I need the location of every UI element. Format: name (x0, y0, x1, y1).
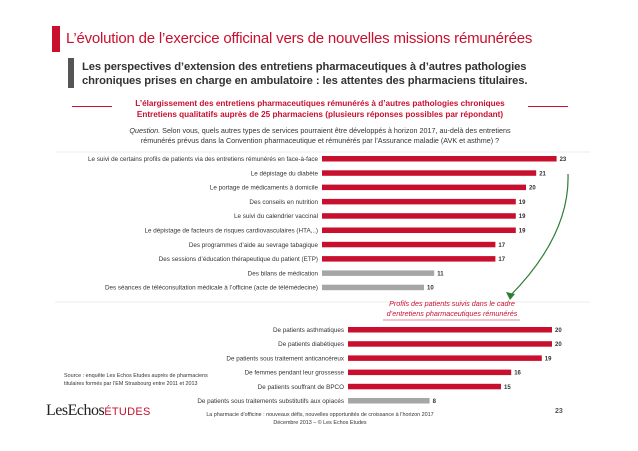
category-label-10: Des séances de téléconsultation médicale… (105, 285, 318, 292)
value-label-6: 19 (519, 229, 526, 235)
profiles-title-line-1: Profils des patients suivis dans le cadr… (389, 299, 515, 308)
value-label-3: 20 (529, 186, 536, 192)
category-label-6: Le dépistage de facteurs de risques card… (145, 228, 318, 235)
value-label-4: 19 (519, 200, 526, 206)
value-label-8: 17 (498, 257, 505, 263)
bar-6 (348, 398, 430, 404)
category-label-6: De patients sous traitements substitutif… (197, 398, 344, 405)
value-label-1: 23 (560, 157, 567, 163)
bar-10 (322, 284, 424, 291)
category-label-9: Des bilans de médication (248, 270, 319, 277)
page-title: L’évolution de l’exercice officinal vers… (66, 30, 533, 47)
bar-6 (322, 227, 516, 233)
section-heading-line-2: Entretiens qualitatifs auprès de 25 phar… (136, 110, 504, 119)
annotation-arrow (509, 173, 569, 297)
annotation-arrowhead (506, 292, 515, 300)
value-label-3: 19 (545, 356, 552, 362)
chart-annotations: Profils des patients suivis dans le cadr… (383, 173, 569, 321)
bar-3 (348, 355, 542, 361)
section-rule-right (528, 106, 568, 107)
profiles-title-line-2: d’entretiens pharmaceutiques rémunérés (387, 309, 518, 318)
question-label: Question. (129, 126, 161, 135)
category-label-1: De patients asthmatiques (273, 327, 344, 334)
bar-3 (322, 184, 526, 191)
value-label-4: 16 (514, 371, 521, 377)
category-label-7: Des programmes d’aide au sevrage tabagiq… (189, 242, 319, 249)
section-heading-line-1: L’élargissement des entretiens pharmaceu… (135, 99, 505, 108)
logo-sub: ÉTUDES (104, 406, 151, 418)
value-label-10: 10 (427, 286, 434, 292)
value-label-1: 20 (555, 328, 562, 334)
subtitle-accent-bar (68, 58, 74, 88)
category-label-2: Le dépistage du diabète (251, 170, 319, 177)
bar-4 (348, 369, 512, 376)
bar-2 (348, 341, 552, 347)
bar-4 (322, 198, 516, 205)
value-label-2: 21 (539, 171, 546, 177)
value-label-7: 17 (498, 243, 505, 249)
chart-services: Le suivi de certains profils de patients… (55, 151, 590, 303)
value-label-5: 15 (504, 385, 511, 391)
page-number: 23 (555, 408, 563, 415)
source-line-2: titulaires formés par l’EM Strasbourg en… (64, 381, 198, 387)
value-label-6: 8 (433, 399, 437, 405)
source-note: Source : enquête Les Echos Etudes auprès… (64, 372, 208, 388)
les-echos-etudes-logo: LesEchosÉTUDES (46, 402, 151, 420)
value-label-2: 20 (555, 342, 562, 348)
category-label-4: De femmes pendant leur grossesse (245, 370, 345, 377)
source-line-1: Source : enquête Les Echos Etudes auprès… (64, 373, 208, 379)
bar-1 (322, 156, 557, 162)
logo-main: LesEchos (46, 402, 105, 419)
question-line-1: Question. Selon vous, quels autres types… (60, 126, 580, 135)
bar-2 (322, 170, 537, 176)
bar-5 (322, 213, 516, 219)
section-rule-left (72, 106, 112, 107)
value-label-5: 19 (519, 214, 526, 220)
value-label-9: 11 (437, 271, 444, 277)
category-label-4: Des conseils en nutrition (249, 199, 318, 206)
bar-1 (348, 327, 552, 333)
subtitle-line-2: chroniques prises en charge en ambulatoi… (82, 75, 528, 87)
question-text-1: Selon vous, quels autres types de servic… (160, 126, 511, 135)
subtitle-line-1: Les perspectives d’extension des entreti… (82, 61, 527, 73)
title-accent-bar (52, 26, 60, 52)
bar-8 (322, 256, 496, 262)
chart-patient-profiles: De patients asthmatiques 20 De patients di… (197, 327, 562, 405)
category-label-1: Le suivi de certains profils de patients… (88, 156, 318, 163)
bar-7 (322, 241, 496, 248)
category-label-8: Des sessions d’éducation thérapeutique d… (159, 256, 318, 263)
question-line-2: rémunérés prévus dans la Convention phar… (140, 136, 500, 145)
category-label-5: De patients souffrant de BPCO (258, 384, 344, 391)
category-label-2: De patients diabétiques (278, 341, 344, 348)
footer-line-1: La pharmacie d’officine : nouveaux défis… (206, 412, 434, 418)
category-label-3: Le portage de médicaments à domicile (210, 185, 319, 192)
footer-line-2: Décembre 2013 – © Les Echos Etudes (273, 420, 367, 426)
bar-9 (322, 270, 435, 276)
category-label-5: Le suivi du calendrier vaccinal (234, 213, 318, 220)
category-label-3: De patients sous traitement anticancéreu… (226, 355, 344, 362)
bar-5 (348, 383, 501, 390)
